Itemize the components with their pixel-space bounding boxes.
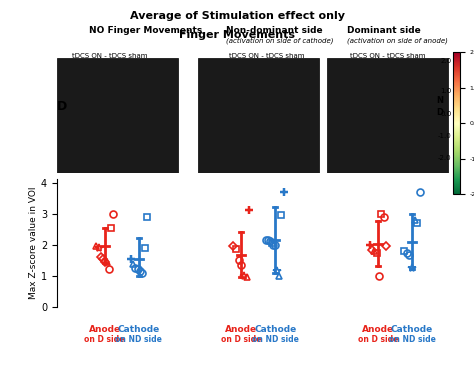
Text: 0.0: 0.0 [440,111,452,117]
Bar [57,58,178,172]
Text: (activation on side of cathode): (activation on side of cathode) [226,38,334,45]
Text: on ND side: on ND side [252,335,299,344]
Text: (activation on side of anode): (activation on side of anode) [347,38,448,45]
Text: Cathode: Cathode [254,325,297,334]
Text: Finger Movements: Finger Movements [179,30,295,40]
Text: tDCS ON - tDCS sham: tDCS ON - tDCS sham [228,52,304,58]
Bar [327,58,447,172]
Text: Cathode: Cathode [118,325,160,334]
Text: tDCS ON - tDCS sham: tDCS ON - tDCS sham [349,52,425,58]
Text: tDCS ON - tDCS sham: tDCS ON - tDCS sham [72,52,147,58]
Text: Anode: Anode [362,325,394,334]
Text: D: D [437,108,444,117]
Text: on D side: on D side [84,335,125,344]
Text: NO Finger Movements: NO Finger Movements [89,26,202,35]
Text: Anode: Anode [89,325,121,334]
Text: Anode: Anode [225,325,257,334]
Text: on D side: on D side [221,335,262,344]
Text: -2.0: -2.0 [438,155,452,161]
Y-axis label: Max Z-score value in VOI: Max Z-score value in VOI [29,187,38,299]
Bar [198,58,319,172]
Text: N: N [437,96,444,105]
Text: -1.0: -1.0 [438,133,452,139]
Text: on D side: on D side [358,335,398,344]
Text: on ND side: on ND side [389,335,436,344]
Text: Cathode: Cathode [391,325,433,334]
Text: on ND side: on ND side [115,335,162,344]
Text: Average of Stimulation effect only: Average of Stimulation effect only [129,11,345,21]
Text: 2.0: 2.0 [441,58,452,64]
Text: D: D [57,100,67,113]
Text: 1.0: 1.0 [440,88,452,94]
Text: Dominant side: Dominant side [347,26,421,35]
Text: Non-dominant side: Non-dominant side [226,26,323,35]
